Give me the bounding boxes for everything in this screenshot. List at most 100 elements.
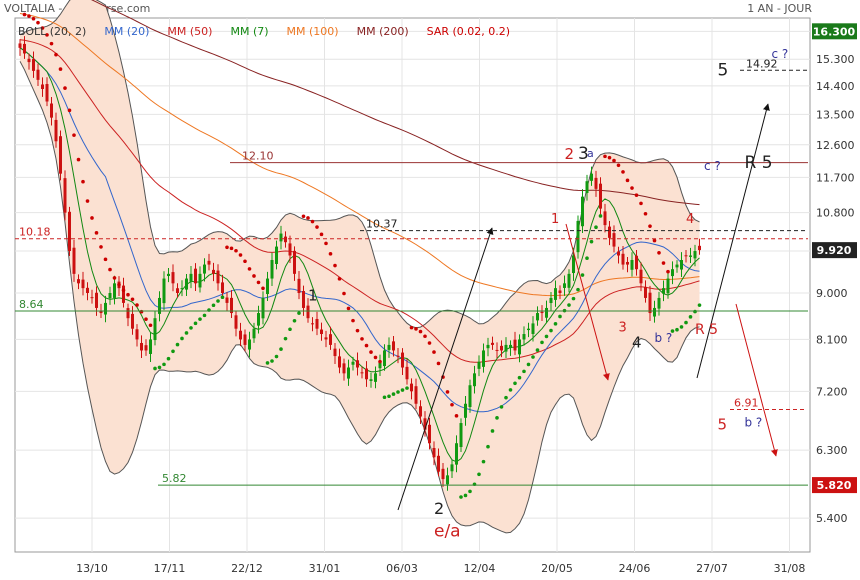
candle-body [446, 475, 449, 485]
sar-dot [198, 317, 202, 321]
sar-dot [148, 323, 153, 328]
bollinger-lower [19, 61, 700, 534]
candle-body [410, 383, 413, 392]
candle-body [135, 329, 139, 340]
ma-50-line [19, 39, 700, 363]
price-tag [812, 23, 857, 40]
y-tick-label: 12.600 [816, 139, 855, 152]
candle-body [288, 243, 292, 256]
sar-dot [306, 216, 310, 220]
wave-label: 5 [718, 60, 729, 80]
wave-label: 3 [619, 320, 627, 335]
sar-dot [225, 245, 229, 250]
sar-dot [49, 41, 54, 46]
sar-dot [396, 390, 400, 394]
sar-dot [540, 340, 544, 345]
candle-body [59, 136, 62, 174]
candle-body [392, 341, 395, 351]
sar-dot [535, 348, 540, 352]
sar-dot [103, 257, 108, 262]
candle-body [621, 253, 625, 265]
candle-body [338, 356, 341, 368]
sar-dot [688, 315, 693, 319]
y-tick-label: 15.300 [816, 53, 855, 66]
level-label: 10.18 [19, 226, 51, 239]
x-tick-label: 13/10 [76, 562, 108, 575]
candle-body [428, 424, 431, 444]
candle-body [540, 311, 544, 314]
wave-label: 3 [578, 144, 589, 164]
sar-dot [526, 362, 531, 367]
candle-body [176, 288, 179, 294]
sar-dot [612, 158, 616, 163]
candle-body [576, 220, 580, 253]
wave-label: 4 [632, 334, 642, 352]
sar-dot [99, 245, 103, 249]
sar-dot [85, 199, 90, 203]
candle-body [252, 328, 256, 339]
price-tag-label: 5.820 [817, 479, 852, 492]
sar-dot [193, 321, 198, 326]
wave-label: R 5 [745, 153, 773, 173]
sar-dot [135, 303, 139, 307]
sar-dot [477, 472, 481, 477]
candle-body [306, 305, 310, 319]
candle-body [603, 211, 607, 226]
sar-dot [360, 337, 364, 341]
candle-body [671, 269, 674, 277]
sar-dot [684, 320, 688, 325]
sar-dot [373, 355, 378, 360]
legend-entry: MM (50) [167, 25, 212, 38]
sar-dot [571, 296, 576, 301]
candle-body [405, 366, 409, 380]
ma-100-line [19, 13, 700, 297]
sar-dot [544, 334, 549, 339]
sar-dot [661, 261, 666, 265]
candle-body [239, 330, 242, 340]
sar-dot [211, 303, 216, 308]
sar-dot [234, 248, 238, 253]
candle-body [626, 261, 629, 265]
candle-body [383, 350, 386, 367]
sar-dot [405, 386, 409, 390]
level-label: 5.82 [162, 472, 187, 485]
legend-entry: BOLL (20, 2) [18, 25, 86, 38]
candle-body [662, 288, 665, 294]
sar-dot [22, 12, 27, 17]
candle-body [459, 423, 463, 448]
legend-entry: MM (20) [104, 25, 149, 38]
candle-body [347, 367, 350, 379]
level-label: 8.64 [19, 298, 44, 311]
sar-dot [202, 313, 207, 318]
candle-body [45, 84, 49, 102]
parabolic-sar [22, 12, 702, 499]
sar-dot [45, 33, 49, 37]
candle-body [608, 226, 611, 238]
chart-period: 1 AN - JOUR [747, 2, 812, 15]
candle-body [140, 342, 143, 351]
sar-dot [72, 133, 76, 137]
y-tick-label: 5.400 [816, 512, 848, 525]
sar-dot [166, 356, 171, 361]
candle-body [158, 297, 161, 314]
sar-dot [513, 381, 517, 386]
sar-dot [346, 306, 351, 311]
candle-body [216, 270, 220, 284]
sar-dot [486, 444, 490, 449]
sar-dot [504, 395, 508, 400]
sar-dot [675, 327, 679, 332]
candle-body [554, 288, 557, 300]
candle-body [545, 307, 548, 318]
plot-frame [14, 17, 811, 553]
sar-dot [139, 309, 144, 314]
candle-body [279, 233, 283, 242]
sar-dot [495, 416, 499, 420]
x-tick-label: 12/04 [464, 562, 496, 575]
candle-body [558, 290, 562, 294]
candle-body [72, 247, 76, 274]
candle-body [36, 69, 40, 80]
y-tick-label: 13.500 [816, 108, 855, 121]
sar-dot [378, 359, 382, 364]
candle-body [599, 183, 602, 209]
